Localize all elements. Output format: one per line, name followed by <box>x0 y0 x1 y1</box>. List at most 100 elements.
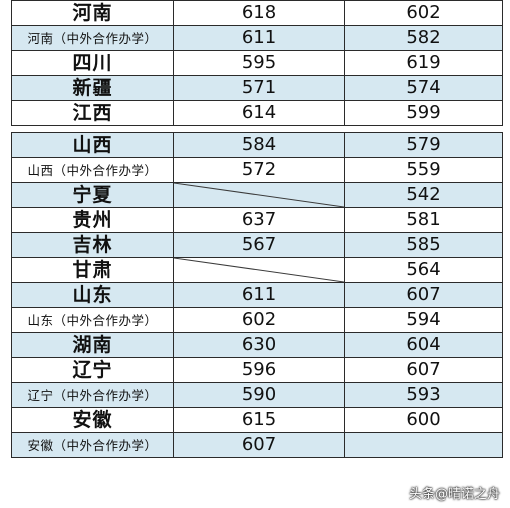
score-1-value: 611 <box>241 284 277 305</box>
gap-cell <box>11 125 174 133</box>
table-row: 四川 595 619 <box>11 50 503 76</box>
region-label: 湖南 <box>72 333 113 356</box>
region-label: 山东 <box>72 283 113 306</box>
score-2-cell: 579 <box>344 132 503 158</box>
score-1-value: 596 <box>241 359 277 380</box>
table-row: 新疆 571 574 <box>11 75 503 101</box>
score-2-cell <box>344 432 503 458</box>
score-1-cell: 584 <box>173 132 345 158</box>
score-1-value: 602 <box>241 309 277 330</box>
empty-diagonal-line <box>174 183 344 207</box>
score-2-value: 581 <box>406 209 441 230</box>
table-row: 山西 584 579 <box>11 132 503 158</box>
score-1-cell: 590 <box>173 382 345 408</box>
score-2-value: 607 <box>406 359 441 380</box>
score-1-cell: 607 <box>173 432 345 458</box>
score-1-cell: 615 <box>173 407 345 433</box>
score-1-cell: 611 <box>173 282 345 308</box>
score-1-value: 584 <box>241 134 277 155</box>
gap-cell <box>173 125 345 133</box>
region-cell: 山东（中外合作办学） <box>11 307 174 333</box>
score-1-value: 630 <box>241 334 277 355</box>
score-2-value: 599 <box>406 102 441 123</box>
region-cell: 新疆 <box>11 75 174 101</box>
region-cell: 贵州 <box>11 207 174 233</box>
region-cell: 辽宁（中外合作办学） <box>11 382 174 408</box>
region-label: 吉林 <box>72 233 113 256</box>
score-2-value: 593 <box>406 384 441 405</box>
score-1-value: 614 <box>241 102 277 123</box>
score-2-value: 582 <box>406 27 441 48</box>
region-cell: 山西（中外合作办学） <box>11 157 174 183</box>
score-2-cell: 542 <box>344 182 503 208</box>
region-cell: 河南（中外合作办学） <box>11 25 174 51</box>
region-label: 安徽 <box>72 408 113 431</box>
region-label: 宁夏 <box>72 183 113 206</box>
score-1-cell: 572 <box>173 157 345 183</box>
score-1-value: 607 <box>241 434 277 455</box>
region-label: 山西（中外合作办学） <box>27 162 158 178</box>
region-cell: 宁夏 <box>11 182 174 208</box>
score-1-value: 571 <box>241 77 277 98</box>
table-row: 甘肃 564 <box>11 257 503 283</box>
region-label: 辽宁（中外合作办学） <box>27 387 158 403</box>
score-1-value: 637 <box>241 209 277 230</box>
score-1-cell: 614 <box>173 100 345 126</box>
score-1-cell: 571 <box>173 75 345 101</box>
region-label: 甘肃 <box>72 258 113 281</box>
region-cell: 四川 <box>11 50 174 76</box>
table-row: 辽宁（中外合作办学） 590 593 <box>11 382 503 408</box>
table-row: 贵州 637 581 <box>11 207 503 233</box>
score-1-value: 615 <box>241 409 277 430</box>
score-1-value: 572 <box>241 159 277 180</box>
score-2-value: 600 <box>406 409 441 430</box>
score-1-value: 595 <box>241 52 277 73</box>
score-2-cell: 600 <box>344 407 503 433</box>
region-label: 新疆 <box>72 76 113 99</box>
score-2-cell: 607 <box>344 357 503 383</box>
region-cell: 河南 <box>11 0 174 26</box>
score-1-cell: 630 <box>173 332 345 358</box>
region-cell: 山东 <box>11 282 174 308</box>
score-table-body: 河南 618 602 河南（中外合作办学） 611 582 四川 595 619 新疆 571 574… <box>11 0 503 458</box>
score-2-cell: 604 <box>344 332 503 358</box>
score-2-value: 585 <box>406 234 441 255</box>
score-2-value: 607 <box>406 284 441 305</box>
score-1-cell: 637 <box>173 207 345 233</box>
score-2-value: 564 <box>406 259 441 280</box>
region-cell: 山西 <box>11 132 174 158</box>
region-label: 江西 <box>72 101 113 124</box>
score-2-value: 542 <box>406 184 441 205</box>
score-2-cell: 593 <box>344 382 503 408</box>
table-row: 江西 614 599 <box>11 100 503 126</box>
table-gap-row <box>11 125 503 133</box>
score-2-cell: 559 <box>344 157 503 183</box>
score-1-cell: 611 <box>173 25 345 51</box>
region-label: 四川 <box>72 51 113 74</box>
empty-diagonal-line <box>174 258 344 282</box>
score-2-value: 579 <box>406 134 441 155</box>
score-2-cell: 607 <box>344 282 503 308</box>
score-2-cell: 594 <box>344 307 503 333</box>
region-cell: 辽宁 <box>11 357 174 383</box>
region-label: 辽宁 <box>72 358 113 381</box>
score-2-cell: 599 <box>344 100 503 126</box>
gap-cell <box>344 125 503 133</box>
region-label: 山西 <box>72 133 113 156</box>
table-row: 湖南 630 604 <box>11 332 503 358</box>
region-cell: 安徽（中外合作办学） <box>11 432 174 458</box>
region-label: 安徽（中外合作办学） <box>27 437 158 453</box>
region-label: 河南 <box>72 1 113 24</box>
score-2-cell: 581 <box>344 207 503 233</box>
watermark: 头条@晴诺之舟 <box>408 487 500 502</box>
score-1-cell: 618 <box>173 0 345 26</box>
score-1-cell <box>173 257 345 283</box>
score-table: 河南 618 602 河南（中外合作办学） 611 582 四川 595 619 新疆 571 574… <box>11 0 503 458</box>
table-row: 宁夏 542 <box>11 182 503 208</box>
region-cell: 湖南 <box>11 332 174 358</box>
score-1-cell: 596 <box>173 357 345 383</box>
score-1-cell <box>173 182 345 208</box>
region-label: 贵州 <box>72 208 113 231</box>
region-label: 山东（中外合作办学） <box>27 312 158 328</box>
table-row: 吉林 567 585 <box>11 232 503 258</box>
